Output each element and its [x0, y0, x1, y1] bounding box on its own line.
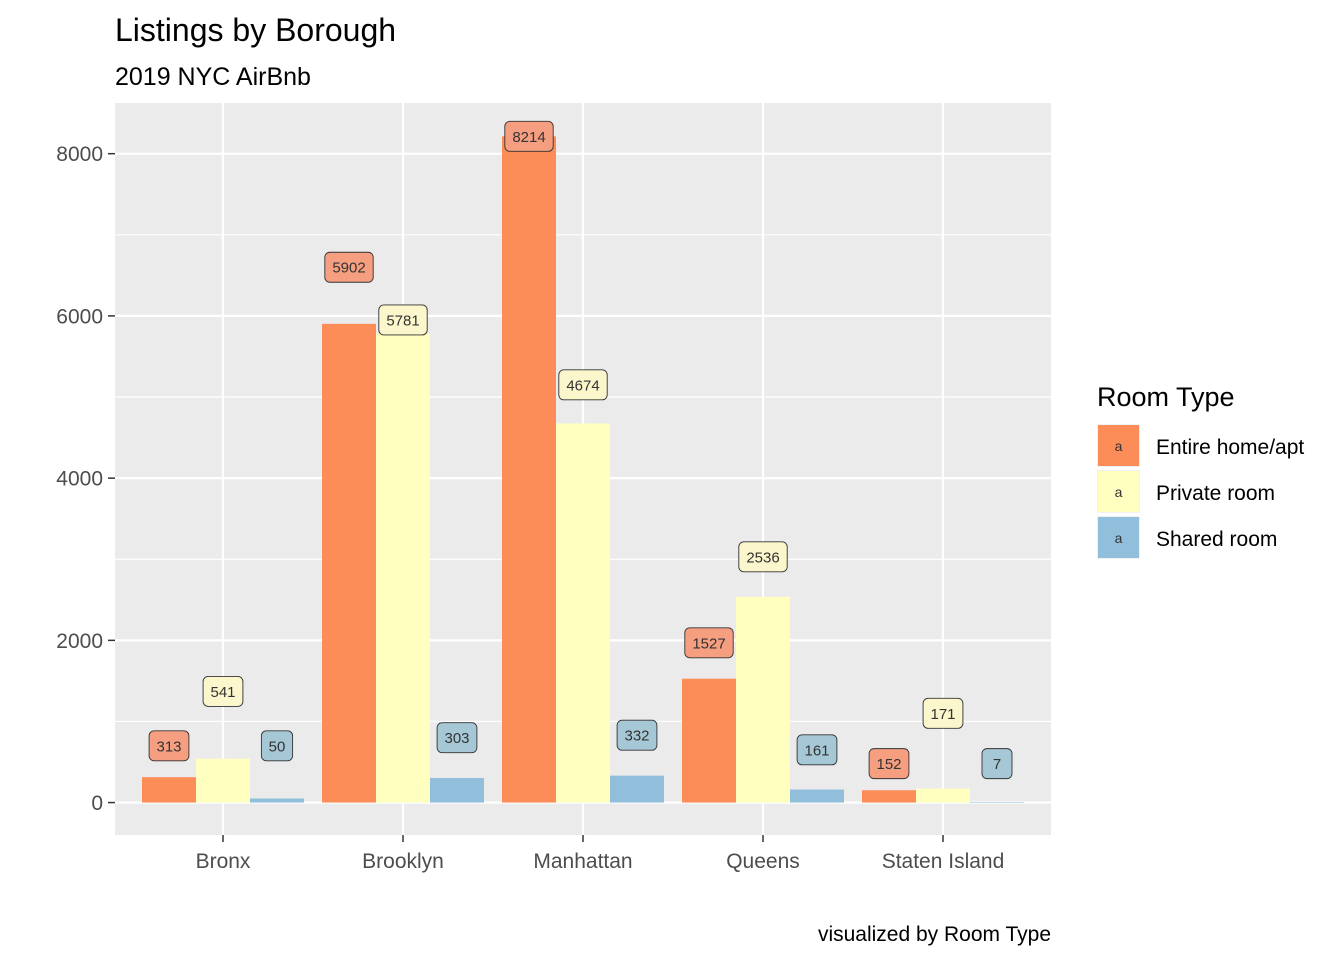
legend-key-swatch [1098, 471, 1139, 512]
legend-key-glyph: a [1115, 484, 1123, 500]
data-label-brooklyn-private-room: 5781 [378, 304, 428, 336]
data-label-box [922, 697, 964, 729]
bar-manhattan-entire-home-apt [502, 136, 556, 803]
legend-key-glyph: a [1115, 438, 1123, 454]
bar-queens-private-room [736, 596, 790, 803]
y-tick-label: 0 [91, 792, 103, 815]
data-label-box [260, 730, 294, 762]
legend-key-swatch [1098, 425, 1139, 466]
data-label-text: 313 [156, 738, 181, 755]
data-label-box [796, 734, 838, 766]
y-tick-label: 2000 [56, 630, 103, 653]
data-label-box [558, 369, 608, 401]
x-tick-label-bronx: Bronx [196, 850, 251, 873]
bar-staten-island-entire-home-apt [862, 790, 916, 803]
data-label-box [436, 722, 478, 754]
data-label-text: 4674 [566, 377, 599, 394]
legend-label: Entire home/apt [1156, 436, 1304, 459]
data-label-staten-island-entire-home-apt: 152 [868, 748, 910, 780]
x-tick-label-staten-island: Staten Island [882, 850, 1005, 873]
data-label-text: 161 [804, 742, 829, 759]
data-label-manhattan-private-room: 4674 [558, 369, 608, 401]
chart-subtitle: 2019 NYC AirBnb [115, 63, 311, 91]
bar-brooklyn-shared-room [430, 777, 484, 803]
bar-queens-shared-room [790, 789, 844, 803]
data-label-box [868, 748, 910, 780]
data-label-box [504, 120, 554, 152]
y-tick-label: 8000 [56, 143, 103, 166]
data-label-text: 5781 [386, 312, 419, 329]
bar-manhattan-shared-room [610, 775, 664, 803]
bar-manhattan-private-room [556, 423, 610, 803]
bar-brooklyn-private-room [376, 333, 430, 803]
data-labels: 3135415059025781303821446743321527253616… [148, 120, 1013, 780]
data-label-box [324, 251, 374, 283]
data-label-bronx-private-room: 541 [202, 675, 244, 707]
data-label-text: 1527 [692, 635, 725, 652]
legend-items: a Entire home/apt a Private room a Shared roo… [1097, 424, 1304, 559]
data-label-box [684, 627, 734, 659]
legend-item-entire-home-apt: a Entire home/apt [1097, 424, 1304, 467]
data-label-box [202, 675, 244, 707]
x-axis: Bronx Brooklyn Manhattan Queens Staten Islan… [196, 835, 1005, 873]
data-label-text: 5902 [332, 260, 365, 277]
chart-title: Listings by Borough [115, 12, 396, 48]
bar-staten-island-private-room [916, 788, 970, 803]
x-tick-label-queens: Queens [726, 850, 800, 873]
y-tick-label: 6000 [56, 305, 103, 328]
data-label-brooklyn-entire-home-apt: 5902 [324, 251, 374, 283]
data-label-box [738, 541, 788, 573]
data-label-text: 50 [269, 738, 286, 755]
legend-item-shared-room: a Shared room [1097, 516, 1277, 559]
data-label-box [148, 730, 190, 762]
y-tick-label: 4000 [56, 468, 103, 491]
legend-key-glyph: a [1115, 530, 1123, 546]
data-label-brooklyn-shared-room: 303 [436, 722, 478, 754]
legend-label: Shared room [1156, 528, 1277, 551]
data-label-queens-shared-room: 161 [796, 734, 838, 766]
bar-bronx-shared-room [250, 798, 304, 803]
data-label-queens-entire-home-apt: 1527 [684, 627, 734, 659]
bar-bronx-entire-home-apt [142, 777, 196, 803]
data-label-staten-island-private-room: 171 [922, 697, 964, 729]
bar-staten-island-shared-room [970, 801, 1024, 803]
data-label-box [981, 748, 1013, 780]
x-tick-label-manhattan: Manhattan [533, 850, 632, 873]
data-label-text: 171 [930, 706, 955, 723]
data-label-manhattan-entire-home-apt: 8214 [504, 120, 554, 152]
data-label-bronx-shared-room: 50 [260, 730, 294, 762]
data-label-text: 332 [624, 728, 649, 745]
data-label-queens-private-room: 2536 [738, 541, 788, 573]
legend-title: Room Type [1097, 382, 1235, 412]
data-label-text: 152 [876, 756, 901, 773]
y-axis: 0 2000 4000 6000 8000 [56, 143, 115, 815]
data-label-text: 541 [210, 684, 235, 701]
legend-item-private-room: a Private room [1097, 470, 1275, 513]
data-label-bronx-entire-home-apt: 313 [148, 730, 190, 762]
x-tick-label-brooklyn: Brooklyn [362, 850, 444, 873]
data-label-text: 7 [993, 756, 1001, 773]
data-label-text: 303 [444, 730, 469, 747]
legend-label: Private room [1156, 482, 1275, 505]
bar-brooklyn-entire-home-apt [322, 323, 376, 803]
data-label-manhattan-shared-room: 332 [616, 719, 658, 751]
legend-key-swatch [1098, 517, 1139, 558]
data-label-box [378, 304, 428, 336]
data-label-staten-island-shared-room: 7 [981, 748, 1013, 780]
plot-panel: 3135415059025781303821446743321527253616… [115, 103, 1051, 835]
data-label-box [616, 719, 658, 751]
bar-bronx-private-room [196, 758, 250, 803]
data-label-text: 8214 [512, 129, 545, 146]
chart-caption: visualized by Room Type [818, 923, 1051, 946]
bars [142, 136, 1024, 803]
data-label-text: 2536 [746, 549, 779, 566]
bar-queens-entire-home-apt [682, 678, 736, 803]
